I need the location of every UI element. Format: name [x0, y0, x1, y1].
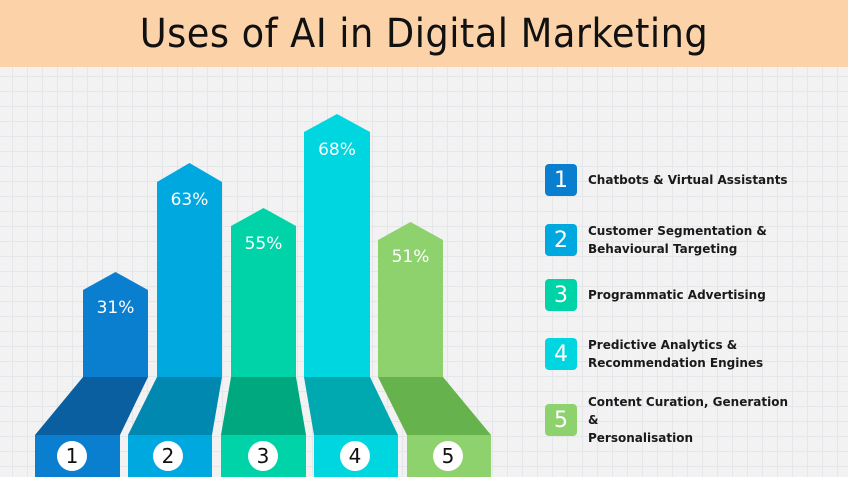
- bar-4-number: 4: [349, 444, 362, 468]
- bar-1-number-badge: [57, 441, 87, 471]
- legend-label-4: Predictive Analytics & Recommendation En…: [588, 338, 764, 370]
- bar-4-value: 68%: [318, 140, 356, 160]
- legend-badge-3: 3: [545, 279, 577, 311]
- bar-1: 31% 1: [35, 272, 148, 477]
- bar-3: 55% 3: [221, 208, 306, 477]
- legend-badge-1: 1: [545, 164, 577, 196]
- legend-badge-2: 2: [545, 224, 577, 256]
- bar-2-number-badge: [153, 441, 183, 471]
- legend-label-2: Customer Segmentation & Behavioural Targ…: [588, 224, 767, 256]
- legend-item-5: 5 Content Curation, Generation & Persona…: [545, 393, 788, 447]
- bar-3-value: 55%: [245, 234, 283, 254]
- bar-5-value: 51%: [392, 247, 430, 267]
- legend-item-2: 2 Customer Segmentation & Behavioural Ta…: [545, 222, 788, 258]
- bar-4: 68% 4: [304, 114, 398, 477]
- legend-badge-4: 4: [545, 338, 577, 370]
- bar-3-number: 3: [257, 444, 270, 468]
- legend-item-4: 4 Predictive Analytics & Recommendation …: [545, 336, 788, 372]
- bar-1-number: 1: [66, 444, 79, 468]
- page-title: Uses of AI in Digital Marketing: [139, 10, 709, 57]
- bar-5: 51% 5: [378, 222, 491, 477]
- bar-3-number-badge: [248, 441, 278, 471]
- bar-2-value: 63%: [171, 190, 209, 210]
- legend-badge-5: 5: [545, 404, 577, 436]
- bar-2-number: 2: [162, 444, 175, 468]
- bar-5-number-badge: [433, 441, 463, 471]
- legend-label-1: Chatbots & Virtual Assistants: [588, 173, 788, 187]
- bar-4-number-badge: [340, 441, 370, 471]
- legend-item-1: 1 Chatbots & Virtual Assistants: [545, 164, 788, 196]
- legend-label-3: Programmatic Advertising: [588, 288, 766, 302]
- bar-2: 63% 2: [128, 163, 222, 477]
- bar-1-value: 31%: [97, 298, 135, 318]
- legend-item-3: 3 Programmatic Advertising: [545, 279, 788, 311]
- legend-label-5: Content Curation, Generation & Personali…: [588, 395, 788, 445]
- bar-5-number: 5: [442, 444, 455, 468]
- title-banner: Uses of AI in Digital Marketing: [0, 0, 848, 67]
